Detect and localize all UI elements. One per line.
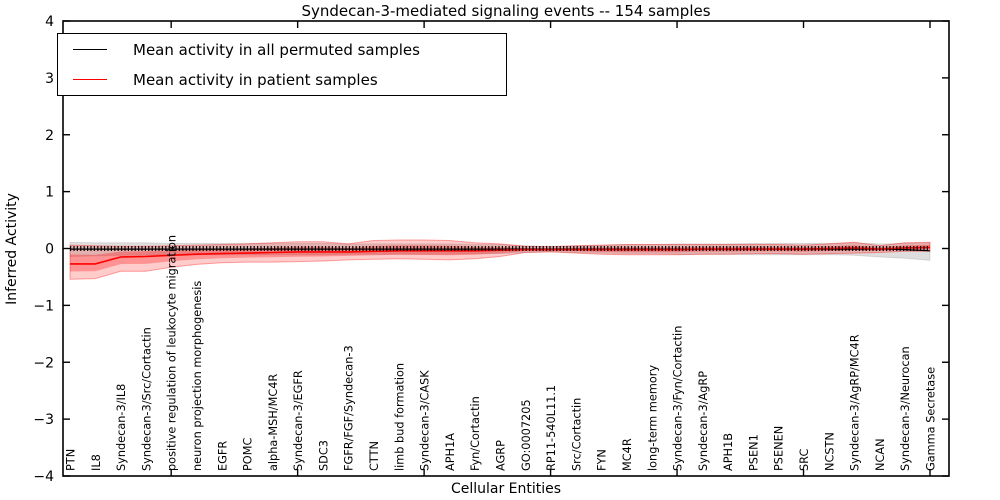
legend-item-patient: Mean activity in patient samples xyxy=(58,67,506,93)
x-category-label: Syndecan-3/EGFR xyxy=(292,370,305,471)
x-category-label: Syndecan-3/Neurocan xyxy=(899,346,912,471)
x-category-label: CTTN xyxy=(368,441,381,471)
permuted-line-sample xyxy=(73,49,107,50)
y-tick-label: −3 xyxy=(33,412,54,428)
x-category-label: Syndecan-3/IL8 xyxy=(115,384,128,471)
y-tick-label: −1 xyxy=(33,298,54,314)
x-axis-label: Cellular Entities xyxy=(450,481,562,497)
x-category-label: Src/Cortactin xyxy=(570,398,583,471)
y-tick-label: −4 xyxy=(33,469,54,485)
x-category-label: Syndecan-3/Fyn/Cortactin xyxy=(672,326,685,471)
x-category-label: long-term memory xyxy=(646,365,659,471)
x-category-label: MC4R xyxy=(621,438,634,471)
series-line-patient xyxy=(70,246,931,265)
x-category-label: Gamma Secretase xyxy=(925,367,938,471)
y-tick-label: 0 xyxy=(45,242,54,258)
x-category-label: NCAN xyxy=(874,438,887,471)
patient-line-sample xyxy=(73,79,107,80)
y-tick-label: 2 xyxy=(45,128,54,144)
y-axis-label: Inferred Activity xyxy=(4,193,20,305)
x-category-label: GO:0007205 xyxy=(520,399,533,471)
x-category-label: limb bud formation xyxy=(393,363,406,471)
x-category-label: alpha-MSH/MC4R xyxy=(267,374,280,471)
x-category-label: RP11-540L11.1 xyxy=(545,385,558,471)
y-tick-label: −2 xyxy=(33,355,54,371)
x-category-label: FYN xyxy=(596,449,609,471)
x-category-label: Syndecan-3/Src/Cortactin xyxy=(140,327,153,471)
y-tick-label: 4 xyxy=(45,14,54,30)
x-category-label: Fyn/Cortactin xyxy=(469,396,482,471)
legend-label-permuted: Mean activity in all permuted samples xyxy=(133,40,420,59)
x-category-label: APH1B xyxy=(722,433,735,471)
x-category-label: PSENEN xyxy=(773,426,786,471)
x-category-label: FGFR/FGF/Syndecan-3 xyxy=(343,345,356,471)
x-category-label: SDC3 xyxy=(317,440,330,471)
x-category-label: IL8 xyxy=(90,454,103,471)
x-category-label: neuron projection morphogenesis xyxy=(191,281,204,471)
legend-label-patient: Mean activity in patient samples xyxy=(133,70,378,89)
chart-title: Syndecan-3-mediated signaling events -- … xyxy=(301,2,711,20)
legend: Mean activity in all permuted samples Me… xyxy=(57,33,507,96)
x-category-label: PTN xyxy=(65,449,78,471)
x-category-label: positive regulation of leukocyte migrati… xyxy=(166,235,179,471)
x-category-label: SRC xyxy=(798,449,811,471)
y-tick-label: 3 xyxy=(45,71,54,87)
x-category-label: AGRP xyxy=(495,440,508,471)
x-category-label: NCSTN xyxy=(823,432,836,471)
y-tick-label: 1 xyxy=(45,185,54,201)
x-category-label: EGFR xyxy=(216,441,229,471)
x-category-label: POMC xyxy=(242,438,255,471)
patient-confidence-band xyxy=(69,239,931,280)
legend-item-permuted: Mean activity in all permuted samples xyxy=(58,37,506,63)
x-category-label: Syndecan-3/AgRP xyxy=(697,371,710,471)
x-category-label: Syndecan-3/CASK xyxy=(419,370,432,471)
x-category-label: PSEN1 xyxy=(747,434,760,471)
x-category-label: Syndecan-3/AgRP/MC4R xyxy=(849,334,862,471)
x-category-label: APH1A xyxy=(444,433,457,471)
